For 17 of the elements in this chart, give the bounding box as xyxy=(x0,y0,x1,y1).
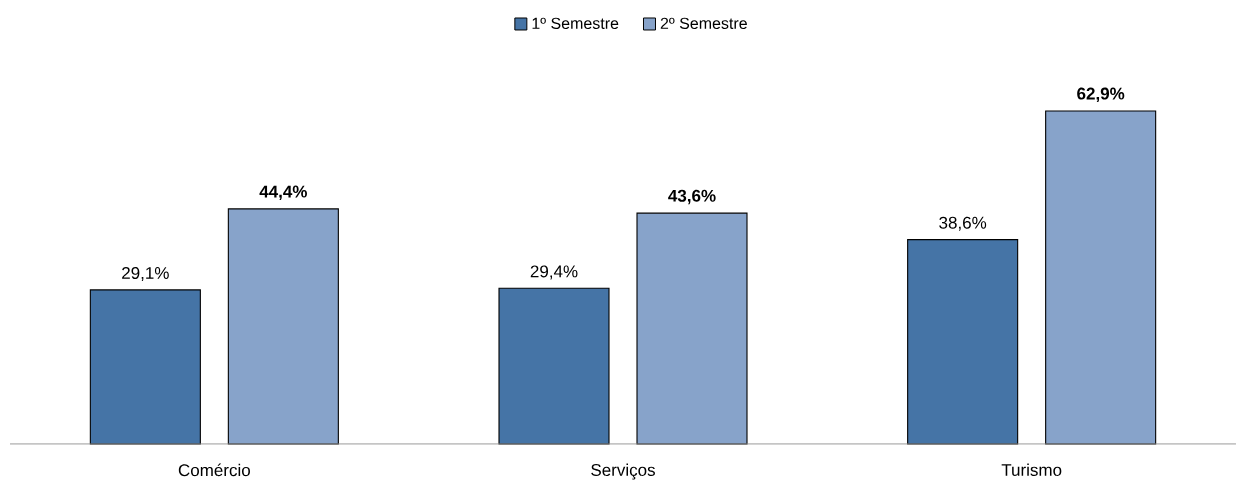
data-label: 29,4% xyxy=(530,265,578,280)
x-tick-label: Turismo xyxy=(1001,463,1062,477)
data-label: 43,6% xyxy=(668,189,716,205)
x-tick-label: Serviços xyxy=(591,463,655,480)
x-tick-label: Comércio xyxy=(178,463,250,477)
bar xyxy=(1045,110,1157,445)
legend-label: 1º Semestre xyxy=(532,17,619,29)
bar xyxy=(498,287,610,445)
data-label: 62,9% xyxy=(1077,87,1125,103)
bar xyxy=(907,239,1019,445)
data-label: 38,6% xyxy=(939,216,987,231)
bar xyxy=(89,289,201,445)
data-label: 29,1% xyxy=(122,266,169,282)
legend-label: 2º Semestre xyxy=(660,17,747,29)
bar xyxy=(636,212,748,445)
bar xyxy=(227,208,339,445)
data-label: 44,4% xyxy=(259,185,307,201)
